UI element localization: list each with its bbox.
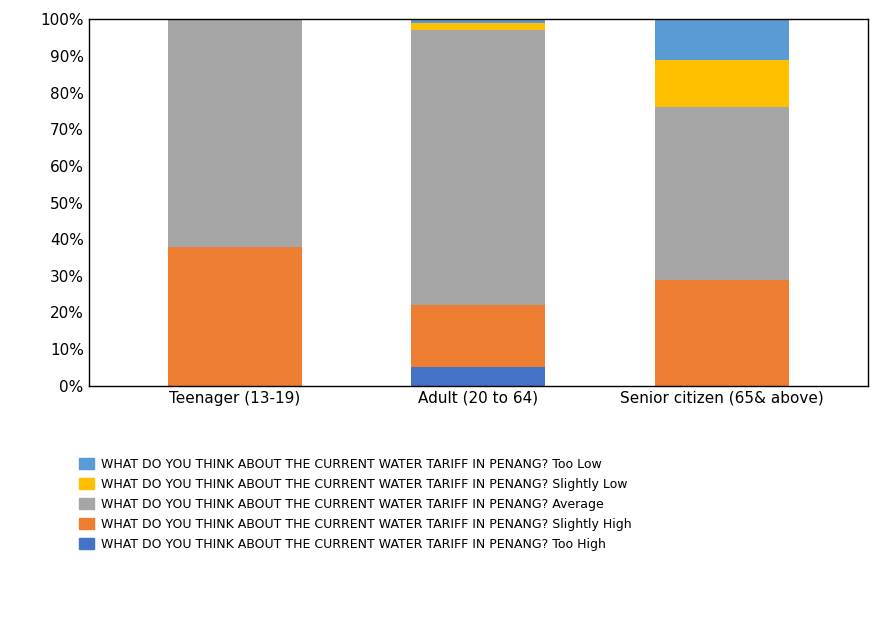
- Bar: [655, 19, 789, 60]
- Bar: [655, 60, 789, 107]
- Bar: [167, 19, 302, 246]
- Bar: [167, 246, 302, 386]
- Bar: [411, 19, 546, 23]
- Bar: [655, 280, 789, 386]
- Bar: [411, 305, 546, 368]
- Bar: [411, 23, 546, 30]
- Bar: [411, 30, 546, 305]
- Bar: [655, 107, 789, 280]
- Legend: WHAT DO YOU THINK ABOUT THE CURRENT WATER TARIFF IN PENANG? Too Low, WHAT DO YOU: WHAT DO YOU THINK ABOUT THE CURRENT WATE…: [79, 458, 631, 550]
- Bar: [411, 368, 546, 386]
